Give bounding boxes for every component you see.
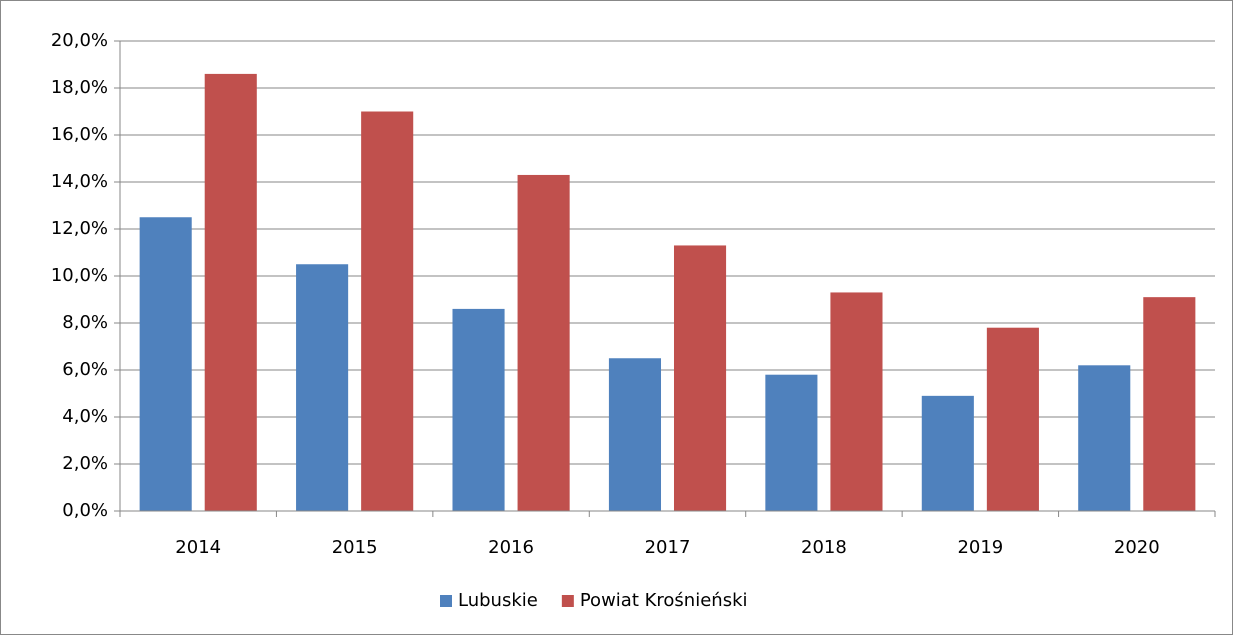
legend-label: Lubuskie bbox=[458, 590, 538, 611]
bar bbox=[921, 395, 974, 511]
bar bbox=[765, 374, 818, 511]
x-tick-label: 2015 bbox=[332, 537, 378, 558]
y-tick-label: 8,0% bbox=[62, 312, 108, 333]
legend-swatch bbox=[440, 595, 452, 607]
bar bbox=[1078, 365, 1131, 511]
y-tick-label: 6,0% bbox=[62, 359, 108, 380]
y-tick-label: 4,0% bbox=[62, 406, 108, 427]
legend-swatch bbox=[561, 595, 574, 607]
bar bbox=[452, 308, 505, 511]
bar bbox=[139, 217, 192, 511]
x-tick-label: 2016 bbox=[488, 537, 534, 558]
y-tick-label: 12,0% bbox=[51, 218, 108, 239]
x-tick-label: 2017 bbox=[645, 537, 691, 558]
y-tick-label: 20,0% bbox=[51, 30, 108, 51]
bar bbox=[204, 73, 257, 512]
y-tick-label: 14,0% bbox=[51, 171, 108, 192]
x-tick-label: 2020 bbox=[1114, 537, 1160, 558]
y-tick-label: 16,0% bbox=[51, 124, 108, 145]
y-tick-label: 0,0% bbox=[62, 500, 108, 521]
x-tick-label: 2014 bbox=[175, 537, 221, 558]
legend-label: Powiat Krośnieński bbox=[580, 590, 748, 611]
y-tick-label: 10,0% bbox=[51, 265, 108, 286]
bar bbox=[673, 245, 727, 511]
bar bbox=[361, 111, 414, 511]
bar bbox=[608, 358, 662, 511]
x-tick-label: 2018 bbox=[801, 537, 847, 558]
bar bbox=[1143, 297, 1196, 511]
bar bbox=[830, 292, 883, 511]
y-tick-label: 2,0% bbox=[62, 453, 108, 474]
bar bbox=[986, 327, 1039, 511]
y-tick-label: 18,0% bbox=[51, 77, 108, 98]
bar bbox=[517, 174, 570, 511]
x-tick-label: 2019 bbox=[957, 537, 1003, 558]
bar bbox=[296, 264, 349, 511]
